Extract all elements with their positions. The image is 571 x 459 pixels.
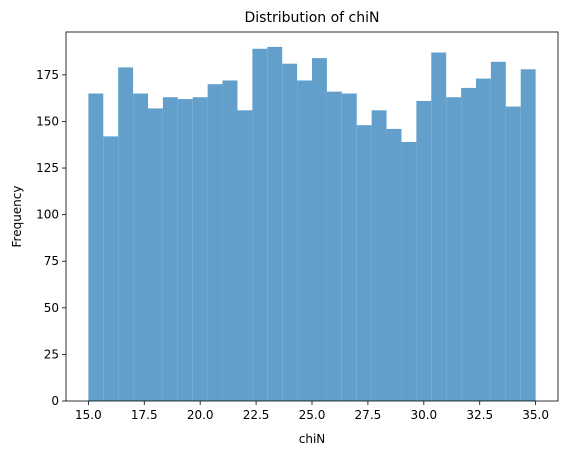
x-tick-label: 17.5 (131, 408, 158, 422)
histogram-bar (312, 58, 327, 401)
histogram-bar (103, 136, 119, 401)
histogram-bar (461, 87, 476, 401)
histogram-bar (282, 63, 298, 401)
histogram-bar (386, 128, 402, 401)
histogram-bar (326, 91, 342, 402)
y-tick-label: 75 (44, 254, 59, 268)
histogram-bar (237, 110, 253, 401)
histogram-bar (118, 67, 134, 401)
histogram-bar (341, 93, 357, 401)
histogram-bar (267, 46, 283, 402)
x-tick-label: 22.5 (243, 408, 270, 422)
x-tick-label: 32.5 (466, 408, 493, 422)
x-axis-label: chiN (299, 432, 326, 446)
x-axis-ticks: 15.0 17.5 20.0 22.5 25.0 27.5 30.0 32.5 35.0 (75, 401, 549, 422)
histogram-bar (520, 69, 536, 401)
histogram-bar (416, 100, 432, 402)
histogram-bar (490, 61, 506, 402)
bars-layer (88, 46, 536, 402)
y-tick-label: 0 (51, 394, 59, 408)
histogram-bar (297, 80, 312, 402)
histogram-bar (222, 80, 238, 402)
histogram-bar (133, 93, 149, 401)
x-tick-label: 27.5 (355, 408, 382, 422)
y-axis-label: Frequency (10, 186, 24, 248)
histogram-bar (177, 99, 193, 401)
plot-frame (65, 31, 559, 402)
histogram-bar (356, 125, 372, 401)
chart-title: Distribution of chiN (244, 10, 379, 26)
x-tick-label: 30.0 (410, 408, 437, 422)
histogram-bar (252, 48, 268, 401)
x-tick-label: 20.0 (187, 408, 214, 422)
histogram-bar (475, 78, 491, 401)
y-tick-label: 25 (44, 347, 59, 361)
histogram-bar (446, 97, 462, 402)
histogram-bar (148, 108, 163, 401)
histogram-bar (431, 52, 447, 401)
x-tick-label: 15.0 (75, 408, 102, 422)
histogram-bar (371, 110, 387, 401)
histogram-bar (207, 84, 223, 401)
y-tick-label: 150 (36, 114, 59, 128)
y-tick-label: 125 (36, 161, 59, 175)
x-tick-label: 35.0 (522, 408, 549, 422)
y-axis-ticks: 0 25 50 75 100 125 150 175 (36, 68, 66, 408)
histogram-bar (88, 93, 104, 401)
y-tick-label: 50 (44, 301, 59, 315)
histogram-bar (505, 106, 521, 401)
histogram-bar (192, 97, 208, 402)
histogram-bar (162, 97, 178, 402)
x-tick-label: 25.0 (299, 408, 326, 422)
y-tick-label: 100 (36, 208, 59, 222)
histogram-bar (401, 141, 417, 402)
y-tick-label: 175 (36, 68, 59, 82)
